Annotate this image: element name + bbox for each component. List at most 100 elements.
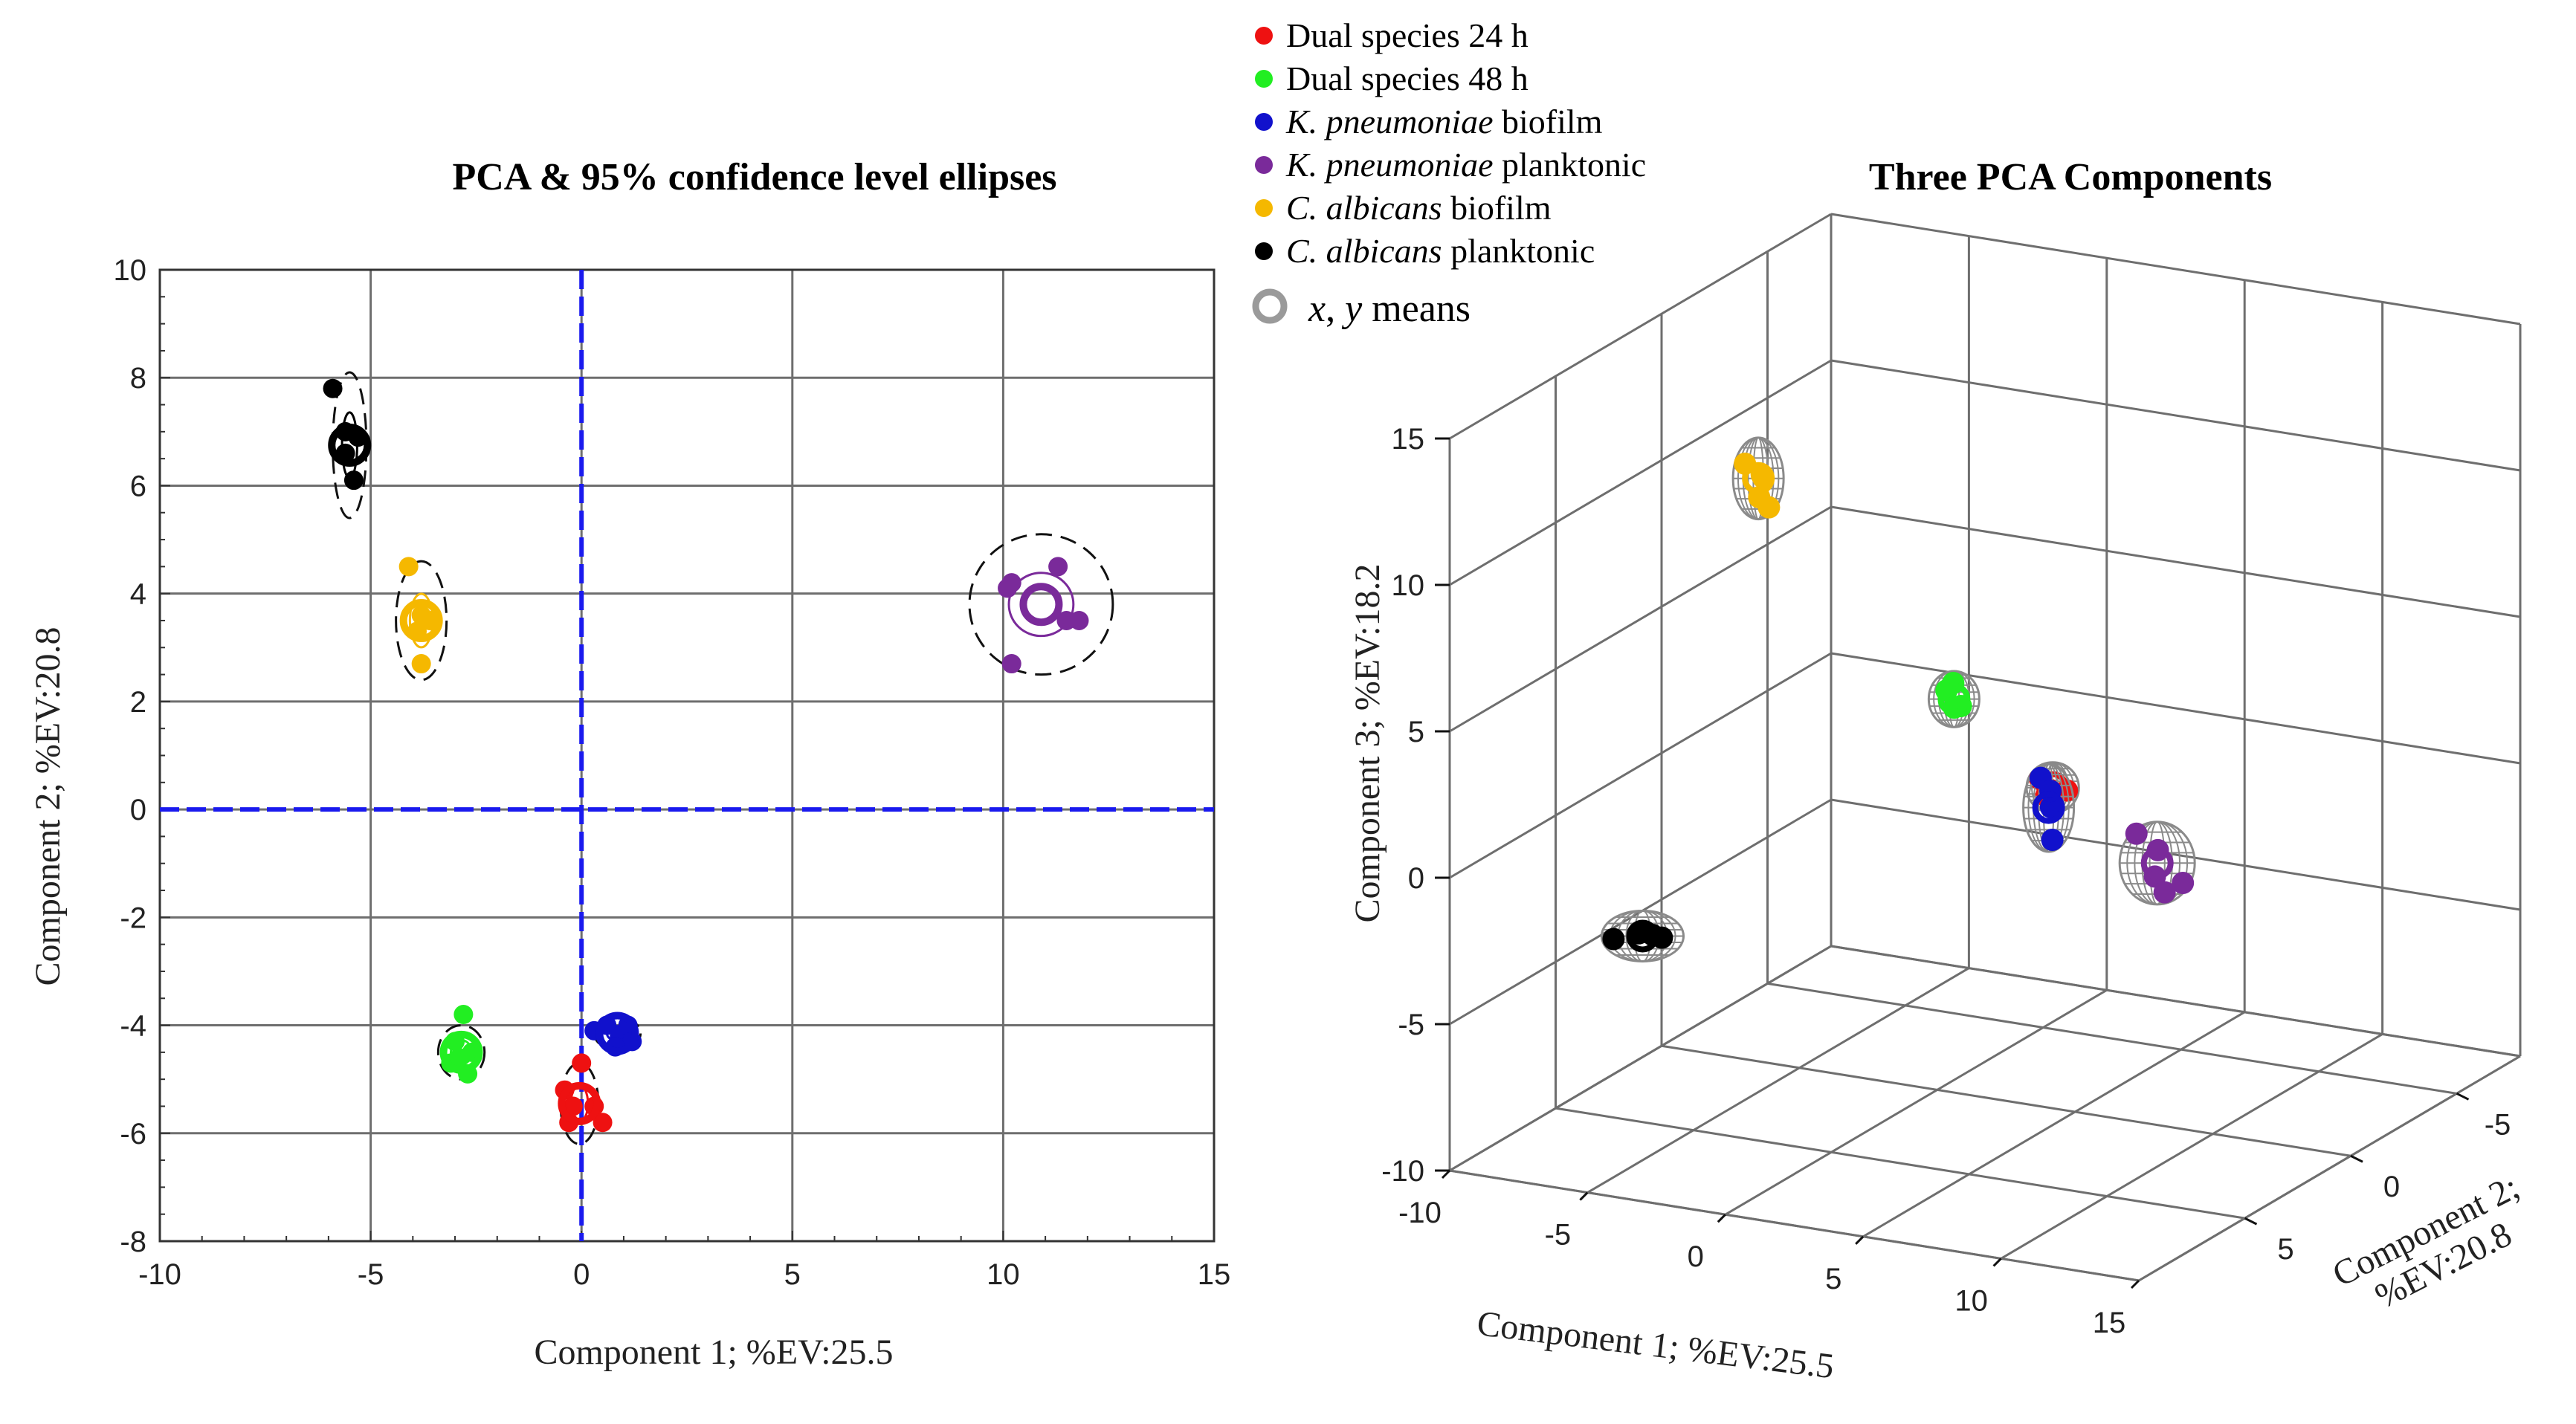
means-text: means (1362, 288, 1471, 330)
y-tick-label: -2 (120, 902, 146, 934)
x-tick-label: 10 (1954, 1284, 1988, 1317)
y-tick-label: 10 (114, 254, 147, 287)
data-point (411, 654, 431, 674)
pca-2d-title: PCA & 95% confidence level ellipses (452, 156, 1056, 198)
mean-marker (558, 1081, 601, 1125)
legend-swatch (1255, 70, 1273, 88)
legend-label: C. albicans planktonic (1286, 232, 1595, 270)
pca-3d-title: Three PCA Components (1869, 156, 2272, 198)
legend: Dual species 24 h Dual species 48 h K. p… (1252, 16, 1646, 330)
means-y: y (1341, 288, 1363, 330)
mean-marker (595, 1012, 639, 1055)
y-tick-label: -6 (120, 1118, 146, 1150)
data-point (343, 470, 364, 491)
legend-swatch (1255, 27, 1273, 45)
x-tick-mark (2130, 1279, 2140, 1289)
pca-2d-grid (158, 268, 1216, 1243)
mean-marker-3d (2032, 791, 2065, 824)
y-tick-label: -5 (2485, 1108, 2511, 1141)
series3d-k-pneumoniae-biofilm (2022, 762, 2076, 853)
data-point (420, 610, 440, 630)
pca-2d-reference-lines (160, 270, 1214, 1241)
x-tick-label: 0 (573, 1258, 590, 1291)
data-point (449, 1048, 469, 1068)
data-point-3d (1602, 928, 1625, 951)
data-point (323, 378, 343, 398)
legend-text: biofilm (1442, 189, 1552, 227)
means-x: x (1308, 288, 1326, 330)
pca-2d-panel: PCA & 95% confidence level ellipses -10-… (28, 156, 1230, 1372)
pca-2d-data (323, 371, 1114, 1145)
mean-marker (439, 1030, 483, 1074)
mean-marker-3d (1742, 462, 1775, 495)
y-tick-label: 6 (130, 470, 146, 502)
legend-entry: K. pneumoniae biofilm (1255, 103, 1603, 140)
pca-3d-grid (1435, 213, 2522, 1289)
legend-italic: K. pneumoniae (1285, 103, 1494, 140)
y-tick-mark (2456, 1092, 2470, 1101)
legend-swatch (1255, 199, 1273, 217)
x-tick-label: 15 (1198, 1258, 1231, 1291)
mean-marker (328, 423, 372, 467)
x-tick-label: 15 (2093, 1307, 2126, 1339)
legend-means-label: x, y means (1308, 288, 1471, 330)
series-c-albicans-biofilm (395, 557, 448, 682)
z-tick-label: -5 (1398, 1009, 1424, 1041)
legend-swatch (1255, 156, 1273, 174)
pca-3d-ylabel: Component 2;%EV:20.8 (2326, 1168, 2543, 1330)
pca-2d-ylabel: Component 2; %EV:20.8 (28, 627, 68, 986)
data-point (572, 1053, 592, 1073)
series-k-pneumoniae-planktonic (968, 533, 1114, 676)
x-tick-mark (1855, 1235, 1865, 1245)
series-dual-species-24-h (555, 1053, 613, 1145)
mean-marker-3d (1937, 682, 1971, 716)
pca-3d-panel: Three PCA Components -10 -5 0 5 10 15 -10 -5 0 5 1… (1348, 156, 2543, 1386)
mean-marker (399, 598, 443, 642)
data-point (1048, 557, 1068, 577)
y-tick-label: -8 (120, 1226, 146, 1258)
y-tick-label: 0 (2383, 1171, 2400, 1203)
pca-3d-zlabel: Component 3; %EV:18.2 (1348, 563, 1387, 922)
pca-2d-tick-labels: -10 -5 0 5 10 15 -8 -6 -4 -2 0 2 4 6 8 10 (114, 254, 1231, 1291)
back-wall-line (1830, 798, 2521, 911)
x-tick-label: -10 (138, 1258, 181, 1291)
floor-line (1767, 982, 2457, 1095)
legend-text: Dual species 24 h (1286, 16, 1529, 54)
y-tick-label: -4 (120, 1010, 146, 1043)
back-wall-line (1830, 359, 2521, 472)
confidence-ellipse (395, 560, 448, 682)
means-sep: , (1326, 288, 1345, 330)
left-wall-line (1449, 652, 1832, 879)
x-tick-mark (1992, 1258, 2002, 1267)
left-wall-line (1449, 359, 1832, 586)
inner-ellipse (1007, 572, 1075, 638)
confidence-ellipse (968, 533, 1114, 676)
plot-frame (158, 268, 1216, 1243)
data-point (1001, 654, 1021, 674)
data-point (453, 1005, 474, 1025)
legend-entry: Dual species 48 h (1255, 59, 1529, 97)
x-axis-edge (1449, 1169, 2140, 1282)
z-tick-label: 10 (1392, 569, 1425, 602)
mean-marker-3d (2140, 847, 2174, 880)
legend-label: C. albicans biofilm (1286, 189, 1552, 227)
z-tick-label: 15 (1392, 423, 1425, 456)
legend-entry-means: x, y means (1252, 288, 1471, 330)
legend-italic: C. albicans (1286, 189, 1442, 227)
legend-label: Dual species 48 h (1286, 59, 1529, 97)
legend-swatch (1255, 113, 1273, 131)
data-point-3d (2125, 822, 2148, 845)
x-tick-label: 5 (784, 1258, 801, 1291)
series3d-dual-species-48-h (1927, 670, 1981, 728)
data-point (1069, 610, 1089, 630)
mean-marker (1019, 583, 1063, 627)
series-c-albicans-planktonic (323, 371, 372, 520)
floor-line (1555, 1107, 2245, 1220)
x-tick-mark (1441, 1169, 1451, 1179)
legend-swatch (1255, 242, 1273, 260)
legend-italic: K. pneumoniae (1285, 146, 1494, 184)
pca-3d-xlabel: Component 1; %EV:25.5 (1475, 1304, 1836, 1386)
series-dual-species-48-h (436, 1005, 486, 1084)
x-tick-label: 10 (987, 1258, 1020, 1291)
